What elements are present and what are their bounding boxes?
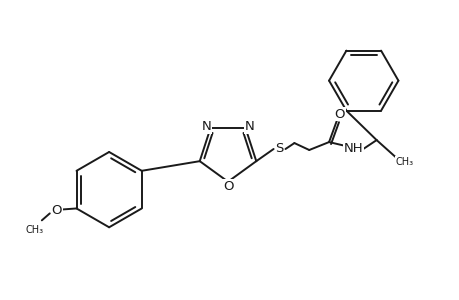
Text: N: N [244, 120, 254, 134]
Text: O: O [334, 108, 344, 121]
Text: CH₃: CH₃ [394, 157, 413, 167]
Text: S: S [275, 142, 283, 154]
Text: CH₃: CH₃ [26, 225, 44, 235]
Text: N: N [202, 120, 211, 134]
Text: O: O [51, 204, 62, 217]
Text: O: O [222, 180, 233, 193]
Text: NH: NH [343, 142, 363, 154]
